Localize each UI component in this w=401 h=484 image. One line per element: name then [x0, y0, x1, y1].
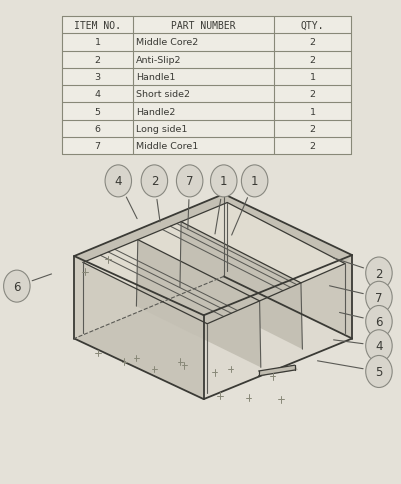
Text: 1: 1 [220, 175, 227, 188]
Polygon shape [62, 17, 351, 155]
Circle shape [366, 257, 392, 289]
Circle shape [366, 306, 392, 338]
Text: 4: 4 [95, 90, 101, 99]
Circle shape [366, 356, 392, 388]
Polygon shape [83, 203, 345, 324]
Text: 5: 5 [375, 365, 383, 378]
Text: 2: 2 [310, 56, 316, 64]
Text: 6: 6 [95, 124, 101, 134]
Polygon shape [224, 195, 352, 339]
Text: 6: 6 [375, 316, 383, 328]
Text: 7: 7 [186, 175, 193, 188]
Text: Handle2: Handle2 [136, 107, 176, 116]
Text: 4: 4 [375, 340, 383, 352]
Polygon shape [74, 277, 352, 399]
Polygon shape [74, 257, 207, 324]
Text: 1: 1 [310, 107, 316, 116]
Text: 2: 2 [375, 267, 383, 280]
Text: Middle Core1: Middle Core1 [136, 142, 198, 151]
Polygon shape [74, 195, 227, 263]
Polygon shape [259, 365, 298, 376]
Text: 2: 2 [151, 175, 158, 188]
Polygon shape [180, 222, 302, 349]
Text: 1: 1 [95, 38, 101, 47]
Polygon shape [74, 257, 204, 399]
Text: 4: 4 [115, 175, 122, 188]
Polygon shape [204, 256, 352, 399]
Text: Handle1: Handle1 [136, 73, 176, 82]
Text: 2: 2 [310, 38, 316, 47]
Polygon shape [136, 240, 261, 368]
Circle shape [141, 166, 168, 197]
Text: ITEM NO.: ITEM NO. [74, 21, 121, 30]
Text: 2: 2 [95, 56, 101, 64]
Text: Long side1: Long side1 [136, 124, 188, 134]
Circle shape [105, 166, 132, 197]
Text: 7: 7 [375, 291, 383, 304]
Text: 1: 1 [251, 175, 258, 188]
Text: 1: 1 [310, 73, 316, 82]
Text: 2: 2 [310, 124, 316, 134]
Text: Short side2: Short side2 [136, 90, 190, 99]
Circle shape [176, 166, 203, 197]
Text: PART NUMBER: PART NUMBER [171, 21, 236, 30]
Circle shape [241, 166, 268, 197]
Circle shape [366, 282, 392, 314]
Circle shape [4, 271, 30, 302]
Polygon shape [204, 256, 352, 324]
Text: 7: 7 [95, 142, 101, 151]
Circle shape [211, 166, 237, 197]
Text: 2: 2 [310, 142, 316, 151]
Text: 2: 2 [310, 90, 316, 99]
Text: 3: 3 [95, 73, 101, 82]
Text: QTY.: QTY. [301, 21, 324, 30]
Text: Middle Core2: Middle Core2 [136, 38, 198, 47]
Circle shape [366, 330, 392, 362]
Text: 6: 6 [13, 280, 20, 293]
Polygon shape [224, 195, 352, 264]
Text: Anti-Slip2: Anti-Slip2 [136, 56, 182, 64]
Text: 5: 5 [95, 107, 101, 116]
